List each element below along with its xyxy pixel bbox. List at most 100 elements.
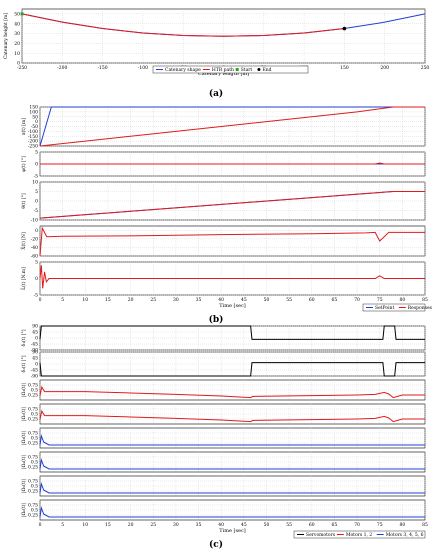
series-line [39, 106, 425, 147]
y-tick-label: -5 [34, 208, 39, 214]
x-tick-label: -200 [57, 65, 67, 71]
y-tick-label: 5 [35, 150, 38, 156]
x-tick-label: 80 [399, 297, 405, 303]
legend-box [152, 65, 309, 74]
x-tick-label: 75 [377, 522, 383, 528]
y-axis-label: |Ω₃(t)| [20, 431, 27, 445]
legend-entry: Servomotors [306, 532, 336, 538]
legend-box [362, 303, 426, 312]
y-tick-label: -45 [31, 368, 38, 374]
y-tick-label: 30 [14, 31, 20, 37]
series-line [39, 458, 425, 470]
x-tick-label: 20 [128, 297, 134, 303]
y-tick-label: 0.75 [28, 479, 38, 485]
marker-end [342, 26, 347, 31]
x-tick-label: -100 [138, 65, 148, 71]
series-line [39, 265, 425, 289]
legend-entry: Start [241, 67, 253, 73]
x-axis-label: Catenary length [m] [198, 71, 249, 77]
x-tick-label: 40 [218, 522, 224, 528]
x-tick-label: 250 [421, 65, 430, 71]
y-tick-label: 90 [32, 324, 38, 330]
x-tick-label: 10 [82, 297, 88, 303]
legend-entry: Motors 1, 2 [346, 532, 372, 538]
x-tick-label: 45 [241, 297, 247, 303]
y-axis-label: |Ω₄(t)| [20, 455, 27, 469]
y-tick-label: 10 [32, 180, 38, 186]
y-tick-label: -90 [31, 374, 38, 380]
x-tick-label: 20 [128, 522, 134, 528]
panel-label-a: (a) [209, 88, 223, 99]
x-tick-label: 55 [286, 297, 292, 303]
series-line [39, 434, 425, 446]
y-tick-label: 0.5 [31, 508, 38, 514]
y-tick-label: -150 [28, 134, 38, 140]
series-line [39, 226, 425, 257]
x-tick-label: 60 [309, 522, 315, 528]
legend-entry: HTR path [212, 67, 234, 73]
y-tick-label: 0.75 [28, 455, 38, 461]
panel-label-b: (b) [209, 314, 224, 325]
y-tick-label: 0.75 [28, 407, 38, 413]
x-tick-label: 25 [150, 297, 156, 303]
legend-box [293, 530, 426, 539]
y-tick-label: -90 [31, 348, 38, 354]
y-tick-label: 90 [32, 350, 38, 356]
y-tick-label: -5 [34, 293, 39, 299]
x-tick-label: 30 [173, 522, 179, 528]
y-axis-label: θ(t) [°] [20, 193, 27, 208]
y-tick-label: 0 [17, 61, 20, 67]
x-axis-label: Time [sec] [219, 528, 245, 534]
y-tick-label: 0 [35, 228, 38, 234]
y-tick-label: 5 [35, 189, 38, 195]
legend-entry: Responses [408, 305, 433, 311]
y-axis-label: |Ω₁(t)| [20, 383, 27, 397]
y-tick-label: 0 [35, 119, 38, 125]
y-tick-label: -250 [28, 144, 38, 150]
y-tick-label: 50 [14, 12, 20, 18]
y-tick-label: 0.25 [28, 393, 38, 399]
y-tick-label: 0 [35, 276, 38, 282]
y-axis-label: φ(t) [°] [20, 156, 27, 172]
axes-frame [39, 225, 426, 257]
y-tick-label: 0.5 [31, 388, 38, 394]
x-tick-label: -250 [17, 65, 27, 71]
y-tick-label: 0.25 [28, 489, 38, 495]
y-axis-label: X̂(t) [N] [20, 232, 27, 250]
x-tick-label: 10 [82, 522, 88, 528]
y-tick-label: 0.25 [28, 513, 38, 519]
x-tick-label: 60 [309, 297, 315, 303]
y-tick-label: 10 [14, 51, 20, 57]
y-axis-label: δ₁(t) [°] [20, 329, 27, 346]
x-tick-label: 70 [354, 522, 360, 528]
x-tick-label: 70 [354, 297, 360, 303]
x-tick-label: 85 [422, 297, 428, 303]
y-tick-label: -60 [31, 254, 38, 260]
y-tick-label: 0.5 [31, 484, 38, 490]
y-tick-label: 40 [14, 21, 20, 27]
y-tick-label: 50 [32, 114, 38, 120]
x-tick-label: 50 [264, 297, 270, 303]
x-tick-label: 15 [105, 297, 111, 303]
legend-marker-start [235, 68, 239, 71]
x-tick-label: 80 [399, 522, 405, 528]
marker-start [20, 12, 24, 16]
x-tick-label: 55 [286, 522, 292, 528]
x-tick-label: 50 [264, 522, 270, 528]
series-line [21, 13, 345, 37]
y-tick-label: 0 [35, 362, 38, 368]
y-tick-label: 45 [32, 356, 38, 362]
x-tick-label: 45 [241, 522, 247, 528]
legend-entry: Motors 3, 4, 5, 6 [386, 532, 424, 538]
y-tick-label: 20 [14, 41, 20, 47]
x-tick-label: 25 [150, 522, 156, 528]
y-tick-label: 150 [29, 105, 38, 111]
y-tick-label: 0.5 [31, 412, 38, 418]
x-tick-label: 30 [173, 297, 179, 303]
series-line [39, 362, 425, 377]
y-tick-label: 0.5 [31, 460, 38, 466]
series-line [39, 506, 425, 518]
x-tick-label: 40 [218, 297, 224, 303]
x-axis-label: Time [sec] [219, 303, 245, 309]
x-tick-label: 65 [332, 522, 338, 528]
